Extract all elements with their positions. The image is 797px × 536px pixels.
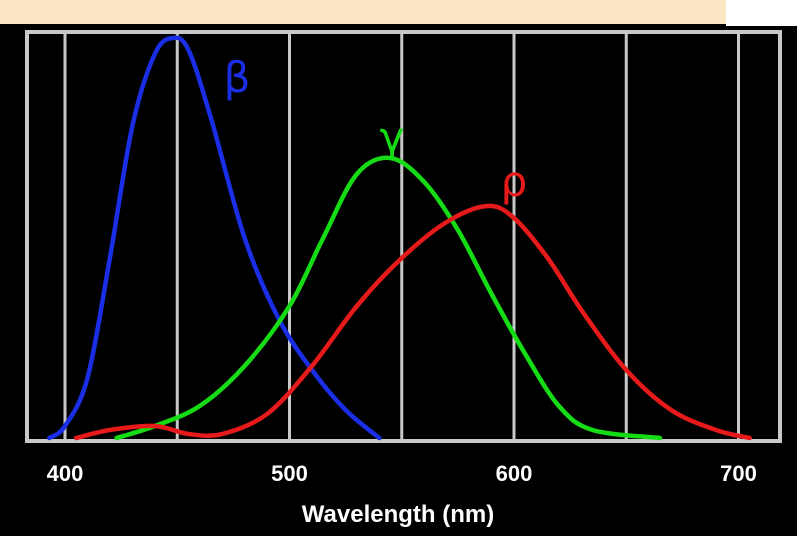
x-tick-labels: 400 500 600 700 xyxy=(47,461,757,486)
plot-frame xyxy=(25,30,782,443)
series-line-2 xyxy=(73,203,752,441)
series-label-1: γ xyxy=(380,113,405,162)
series-line-0 xyxy=(47,35,382,441)
x-tick-label: 700 xyxy=(720,461,757,486)
chart-background xyxy=(0,24,797,536)
series-labels: β γ ρ xyxy=(224,53,528,206)
x-tick-label: 600 xyxy=(496,461,533,486)
series-line-1 xyxy=(114,155,663,441)
x-tick-label: 500 xyxy=(271,461,308,486)
top-right-white-patch xyxy=(726,0,797,26)
series-lines xyxy=(47,35,752,441)
x-axis-title: Wavelength (nm) xyxy=(302,501,494,528)
x-tick-label: 400 xyxy=(47,461,84,486)
series-label-2: ρ xyxy=(501,157,528,206)
gridlines xyxy=(63,32,740,441)
series-label-0: β xyxy=(224,53,251,102)
